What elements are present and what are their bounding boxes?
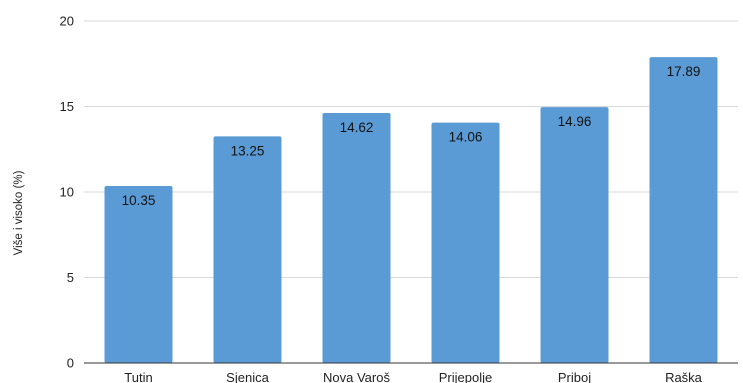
bar-ra-ka bbox=[649, 57, 718, 364]
data-label-4: 14.96 bbox=[558, 114, 592, 129]
x-tick-label-2: Nova Varoš bbox=[323, 370, 390, 383]
grid-layer bbox=[84, 20, 738, 278]
data-label-1: 13.25 bbox=[231, 143, 265, 158]
bar-tutin bbox=[104, 186, 173, 363]
y-tick-label-10: 10 bbox=[60, 185, 74, 200]
data-label-3: 14.06 bbox=[449, 130, 483, 145]
y-tick-label-0: 0 bbox=[67, 356, 74, 371]
bar-layer bbox=[104, 57, 718, 364]
x-tick-label-5: Raška bbox=[665, 370, 703, 383]
label-layer: 0 5 10 15 20 10.35 Tutin 13.25 Sjenica 14.62 Nova … bbox=[60, 14, 703, 383]
x-tick-label-3: Prijepolje bbox=[439, 370, 492, 383]
x-tick-label-0: Tutin bbox=[124, 370, 152, 383]
y-tick-label-15: 15 bbox=[60, 99, 74, 114]
x-tick-label-4: Priboj bbox=[558, 370, 591, 383]
y-tick-label-5: 5 bbox=[67, 270, 74, 285]
bar-priboj bbox=[540, 107, 609, 364]
data-label-5: 17.89 bbox=[667, 64, 701, 79]
bar-sjenica bbox=[213, 136, 282, 363]
data-label-2: 14.62 bbox=[340, 120, 374, 135]
bar-nova-varo- bbox=[322, 112, 391, 363]
x-tick-label-1: Sjenica bbox=[226, 370, 269, 383]
y-tick-label-20: 20 bbox=[60, 14, 74, 29]
y-axis-title: Više i visoko (%) bbox=[13, 170, 25, 255]
data-label-0: 10.35 bbox=[122, 193, 156, 208]
bar-prijepolje bbox=[431, 122, 500, 363]
